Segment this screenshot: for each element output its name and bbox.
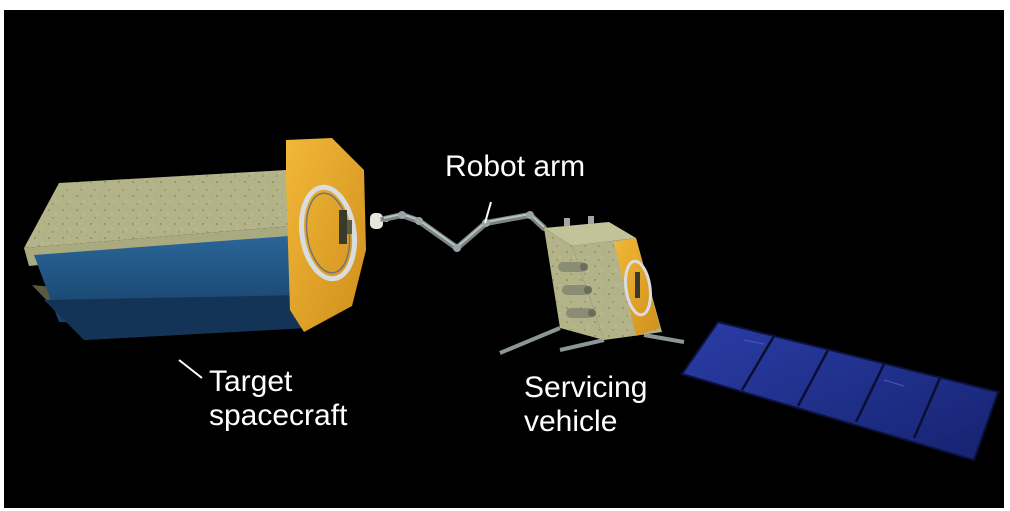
- robot-arm-icon: [370, 211, 547, 252]
- target-label-line1: Target: [209, 365, 293, 398]
- solar-panel-icon: [680, 320, 1000, 462]
- servicing-vehicle-icon: [499, 216, 685, 355]
- servicing-label-line2: vehicle: [524, 405, 618, 438]
- target-spacecraft-icon: [24, 138, 366, 340]
- servicing-vehicle-label: Servicing vehicle: [524, 371, 647, 439]
- target-leader-line: [178, 359, 203, 379]
- target-spacecraft-label: Target spacecraft: [209, 365, 347, 433]
- target-label-line2: spacecraft: [209, 399, 348, 432]
- servicing-label-line1: Servicing: [524, 371, 648, 404]
- spacecraft-illustration: [24, 138, 1000, 462]
- robot-arm-label: Robot arm: [445, 150, 585, 184]
- diagram-scene: Robot arm Target spacecraft Servicing ve…: [4, 10, 1004, 508]
- robot-arm-leader-line: [484, 201, 492, 224]
- robot-arm-label-text: Robot arm: [445, 150, 586, 183]
